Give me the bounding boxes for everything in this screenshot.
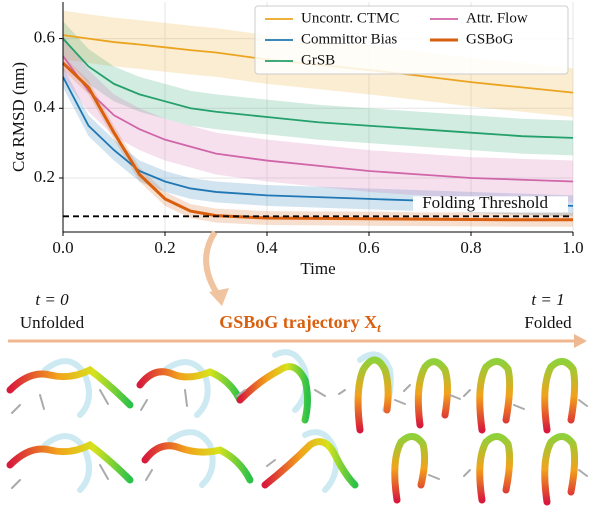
molecule xyxy=(136,359,244,418)
molecule xyxy=(463,433,514,504)
x-axis-label: Time xyxy=(300,259,335,278)
confidence-band xyxy=(63,66,573,217)
molecules xyxy=(6,349,588,506)
end-label: Folded xyxy=(524,313,572,332)
x-tick-label: 0.4 xyxy=(256,238,278,257)
threshold-label: Folding Threshold xyxy=(422,193,548,212)
title-text: GSBoG trajectory X xyxy=(219,312,377,332)
line xyxy=(62,37,574,139)
x-tick-label: 1.0 xyxy=(562,238,583,257)
y-axis-label: Cα RMSD (nm) xyxy=(9,62,28,172)
plot: 0.2 0.4 0.6 0.0 0.2 0.4 0.6 0.8 1.0 Folding Thres… xyxy=(34,2,584,257)
end-time: t = 1 xyxy=(531,290,564,309)
molecule xyxy=(403,358,461,429)
x-tick-label: 0.8 xyxy=(460,238,481,257)
molecule xyxy=(6,433,134,493)
y-tick-label: 0.2 xyxy=(34,167,55,186)
legend-label: Attr. Flow xyxy=(466,10,528,26)
callout-arrowhead xyxy=(209,288,229,306)
molecule xyxy=(141,429,254,488)
molecule xyxy=(463,358,525,434)
x-tick-label: 0.0 xyxy=(52,238,73,257)
legend-label: Uncontr. CTMC xyxy=(301,10,399,26)
x-tick-label: 0.6 xyxy=(358,238,379,257)
trajectory-title: GSBoG trajectory Xt xyxy=(219,312,381,335)
y-tick-label: 0.4 xyxy=(34,97,56,116)
legend-label: GSBoG xyxy=(466,31,514,47)
y-tick-label: 0.6 xyxy=(34,27,55,46)
line xyxy=(62,34,574,94)
confidence-band xyxy=(63,35,573,203)
start-time: t = 0 xyxy=(35,290,69,309)
callout-arrow xyxy=(203,230,223,300)
time-arrowhead xyxy=(574,334,587,348)
legend-label: Committor Bias xyxy=(301,31,397,47)
x-tick-label: 0.2 xyxy=(154,238,175,257)
start-label: Unfolded xyxy=(20,313,85,332)
molecule xyxy=(541,433,588,506)
line xyxy=(62,55,574,183)
title-subscript: t xyxy=(377,320,381,335)
threshold-label-bg xyxy=(413,196,568,213)
confidence-band xyxy=(63,21,573,156)
molecule xyxy=(6,358,134,418)
molecule xyxy=(236,349,326,424)
molecule xyxy=(541,358,588,434)
legend-label: GrSB xyxy=(301,52,335,68)
molecule xyxy=(338,351,406,434)
molecule xyxy=(391,433,440,504)
legend-box xyxy=(254,5,569,75)
molecule xyxy=(261,429,359,493)
line xyxy=(61,61,573,222)
